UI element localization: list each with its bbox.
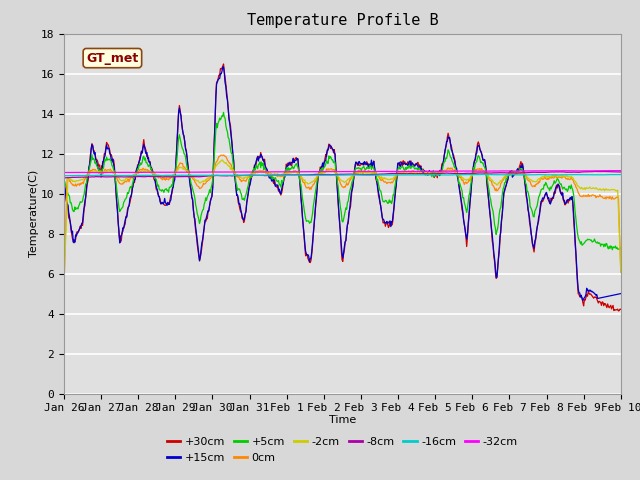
X-axis label: Time: Time — [329, 415, 356, 425]
+15cm — [617, 291, 625, 297]
-8cm — [428, 171, 435, 177]
-16cm — [71, 173, 79, 179]
-16cm — [60, 173, 68, 179]
Text: GT_met: GT_met — [86, 51, 138, 65]
-32cm — [128, 169, 136, 175]
+15cm — [127, 192, 135, 198]
+30cm — [70, 240, 78, 246]
+30cm — [428, 171, 435, 177]
-32cm — [70, 169, 78, 175]
+5cm — [127, 185, 135, 191]
-16cm — [428, 172, 435, 178]
+5cm — [220, 109, 227, 115]
+30cm — [220, 61, 227, 67]
-2cm — [60, 281, 68, 287]
-32cm — [411, 168, 419, 174]
-8cm — [128, 174, 136, 180]
+15cm — [214, 79, 221, 84]
+30cm — [411, 162, 419, 168]
0cm — [617, 269, 625, 275]
-8cm — [185, 174, 193, 180]
Line: +15cm: +15cm — [64, 67, 621, 300]
Title: Temperature Profile B: Temperature Profile B — [246, 13, 438, 28]
+5cm — [70, 209, 78, 215]
0cm — [60, 283, 68, 289]
-16cm — [214, 172, 222, 178]
-16cm — [185, 172, 193, 178]
+15cm — [60, 179, 68, 185]
-2cm — [127, 175, 135, 180]
0cm — [428, 170, 435, 176]
-8cm — [214, 173, 222, 179]
+5cm — [617, 245, 625, 251]
+30cm — [214, 78, 221, 84]
-8cm — [590, 168, 598, 174]
+5cm — [214, 125, 221, 131]
-32cm — [214, 169, 222, 175]
-16cm — [128, 172, 136, 178]
-2cm — [218, 157, 226, 163]
+15cm — [428, 169, 435, 175]
Line: 0cm: 0cm — [64, 155, 621, 286]
-16cm — [617, 172, 625, 178]
-16cm — [481, 171, 488, 177]
+30cm — [60, 182, 68, 188]
-32cm — [185, 169, 193, 175]
-16cm — [411, 172, 419, 178]
+5cm — [428, 169, 435, 175]
Line: -32cm: -32cm — [64, 170, 621, 173]
+5cm — [60, 179, 68, 184]
+30cm — [614, 308, 622, 314]
-8cm — [617, 169, 625, 175]
Line: -16cm: -16cm — [64, 174, 621, 176]
0cm — [127, 174, 135, 180]
-8cm — [411, 171, 419, 177]
+15cm — [220, 64, 227, 70]
Line: -8cm: -8cm — [64, 171, 621, 178]
+30cm — [184, 162, 192, 168]
Line: +30cm: +30cm — [64, 64, 621, 311]
-32cm — [428, 168, 435, 174]
+5cm — [411, 166, 419, 172]
-2cm — [214, 161, 221, 167]
-32cm — [60, 169, 68, 175]
-2cm — [428, 171, 435, 177]
-8cm — [71, 174, 79, 180]
-16cm — [63, 173, 70, 179]
+15cm — [70, 237, 78, 243]
Line: +5cm: +5cm — [64, 112, 621, 250]
-8cm — [61, 175, 69, 180]
+30cm — [127, 193, 135, 199]
-2cm — [184, 169, 192, 175]
Y-axis label: Temperature(C): Temperature(C) — [29, 170, 40, 257]
+30cm — [617, 306, 625, 312]
-32cm — [617, 168, 625, 173]
+5cm — [609, 247, 616, 252]
-2cm — [70, 179, 78, 185]
-2cm — [617, 269, 625, 275]
0cm — [70, 183, 78, 189]
-2cm — [411, 169, 419, 175]
-32cm — [612, 168, 620, 173]
-8cm — [60, 175, 68, 180]
0cm — [184, 168, 192, 174]
+5cm — [184, 167, 192, 172]
Legend: +30cm, +15cm, +5cm, 0cm, -2cm, -8cm, -16cm, -32cm: +30cm, +15cm, +5cm, 0cm, -2cm, -8cm, -16… — [163, 433, 522, 467]
+15cm — [184, 163, 192, 169]
+15cm — [579, 298, 587, 303]
0cm — [411, 169, 419, 175]
+15cm — [411, 163, 419, 169]
0cm — [214, 158, 221, 164]
0cm — [220, 152, 227, 158]
Line: -2cm: -2cm — [64, 160, 621, 284]
-32cm — [95, 170, 102, 176]
